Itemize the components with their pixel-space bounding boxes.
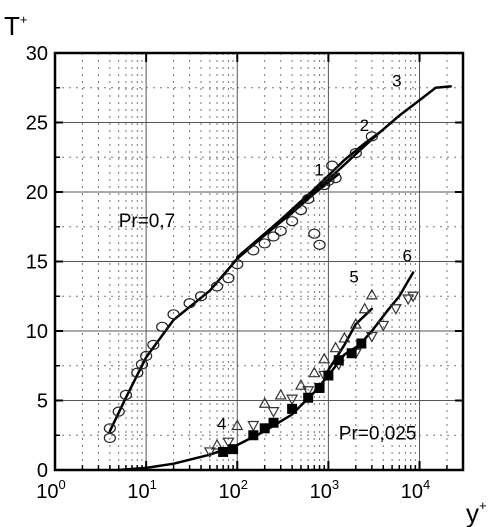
x-tick-label: 100 (36, 477, 65, 503)
y-tick-label: 15 (26, 252, 48, 274)
x-tick-label: 103 (310, 477, 339, 503)
data-point-triangle-up (274, 388, 287, 400)
annotation-pr-high: Pr=0,7 (119, 211, 176, 232)
y-axis-title: T+ (4, 11, 27, 41)
data-point-circle (183, 298, 196, 309)
data-point-circle (274, 225, 287, 237)
data-point-circle (167, 309, 180, 320)
data-point-triangle-down (402, 294, 415, 306)
data-point-triangle-down (247, 420, 260, 432)
data-point-triangle-up (358, 302, 371, 314)
data-point-circle (308, 228, 321, 239)
data-point-circle (231, 259, 244, 270)
data-point-triangle-up (365, 288, 378, 300)
data-point-circle (294, 204, 308, 216)
data-point-triangle-up (349, 317, 362, 329)
data-point-circle (258, 238, 271, 249)
data-point-triangle-down (203, 447, 216, 459)
curve-label-3: 3 (392, 71, 401, 90)
y-tick-label: 30 (26, 43, 48, 65)
data-point-circle (365, 131, 378, 142)
data-point-circle (103, 432, 116, 444)
data-point-circle (156, 321, 169, 332)
curve-label-2: 2 (360, 116, 369, 135)
data-point-square (248, 430, 259, 441)
data-point-triangle-down (377, 320, 390, 332)
y-tick-label: 5 (37, 391, 48, 413)
data-point-circle (247, 245, 260, 256)
curve-label-4: 4 (217, 415, 226, 434)
data-point-square (346, 348, 357, 359)
y-tick-label: 0 (37, 460, 48, 482)
data-point-triangle-up (294, 378, 307, 390)
data-point-triangle-down (407, 291, 420, 303)
data-point-triangle-down (365, 331, 378, 343)
curve-label-1: 1 (314, 160, 323, 179)
data-point-triangle-down (302, 386, 315, 398)
data-point-circle (131, 367, 144, 378)
data-point-circle (112, 406, 125, 417)
y-tick-label: 25 (26, 113, 48, 135)
data-point-triangle-down (286, 394, 299, 406)
data-point-square (303, 392, 314, 403)
data-point-triangle-down (267, 407, 280, 418)
data-point-triangle-up (329, 341, 342, 353)
x-tick-label: 104 (401, 477, 430, 503)
data-point-circle (349, 147, 362, 159)
data-point-square (314, 382, 325, 393)
data-point-circle (286, 216, 299, 227)
data-point-square (268, 417, 279, 428)
data-point-circle (147, 339, 160, 350)
data-point-circle (135, 359, 149, 370)
data-point-circle (267, 231, 280, 242)
data-point-square (287, 403, 298, 414)
series-line-3 (108, 85, 452, 433)
data-point-circle (103, 423, 116, 434)
data-point-triangle-up (318, 352, 331, 364)
curve-label-5: 5 (349, 267, 358, 286)
data-point-circle (326, 160, 339, 171)
data-point-circle (322, 175, 335, 186)
data-point-circle (210, 281, 224, 292)
data-point-triangle-up (258, 397, 271, 408)
x-tick-label: 101 (127, 477, 156, 503)
data-point-circle (194, 291, 208, 302)
data-point-circle (313, 239, 326, 250)
data-point-triangle-up (308, 366, 321, 378)
data-point-triangle-up (211, 438, 224, 450)
data-point-square (323, 370, 334, 381)
data-point-square (356, 338, 367, 349)
plot-area: 1 2 3 4 5 6 Pr=0,7 Pr=0,025 (103, 71, 452, 472)
data-point-circle (329, 173, 342, 184)
data-point-circle (140, 350, 153, 362)
series-line-6 (354, 271, 415, 351)
data-point-triangle-up (231, 419, 244, 431)
x-tick-label: 102 (219, 477, 248, 503)
data-point-triangle-down (389, 304, 402, 315)
x-axis-title: y+ (466, 498, 487, 527)
y-tick-label: 20 (26, 182, 48, 204)
curve-label-6: 6 (402, 247, 411, 266)
data-point-circle (119, 389, 133, 401)
data-point-square (259, 423, 270, 434)
grid (55, 53, 463, 470)
data-point-square (218, 446, 229, 457)
data-point-circle (222, 273, 235, 284)
data-point-square (228, 444, 239, 455)
data-point-triangle-down (222, 437, 235, 449)
data-point-square (333, 355, 344, 366)
y-tick-label: 10 (26, 321, 48, 343)
data-point-circle (302, 193, 315, 205)
annotation-pr-low: Pr=0,025 (339, 423, 417, 444)
data-point-triangle-up (338, 331, 351, 343)
